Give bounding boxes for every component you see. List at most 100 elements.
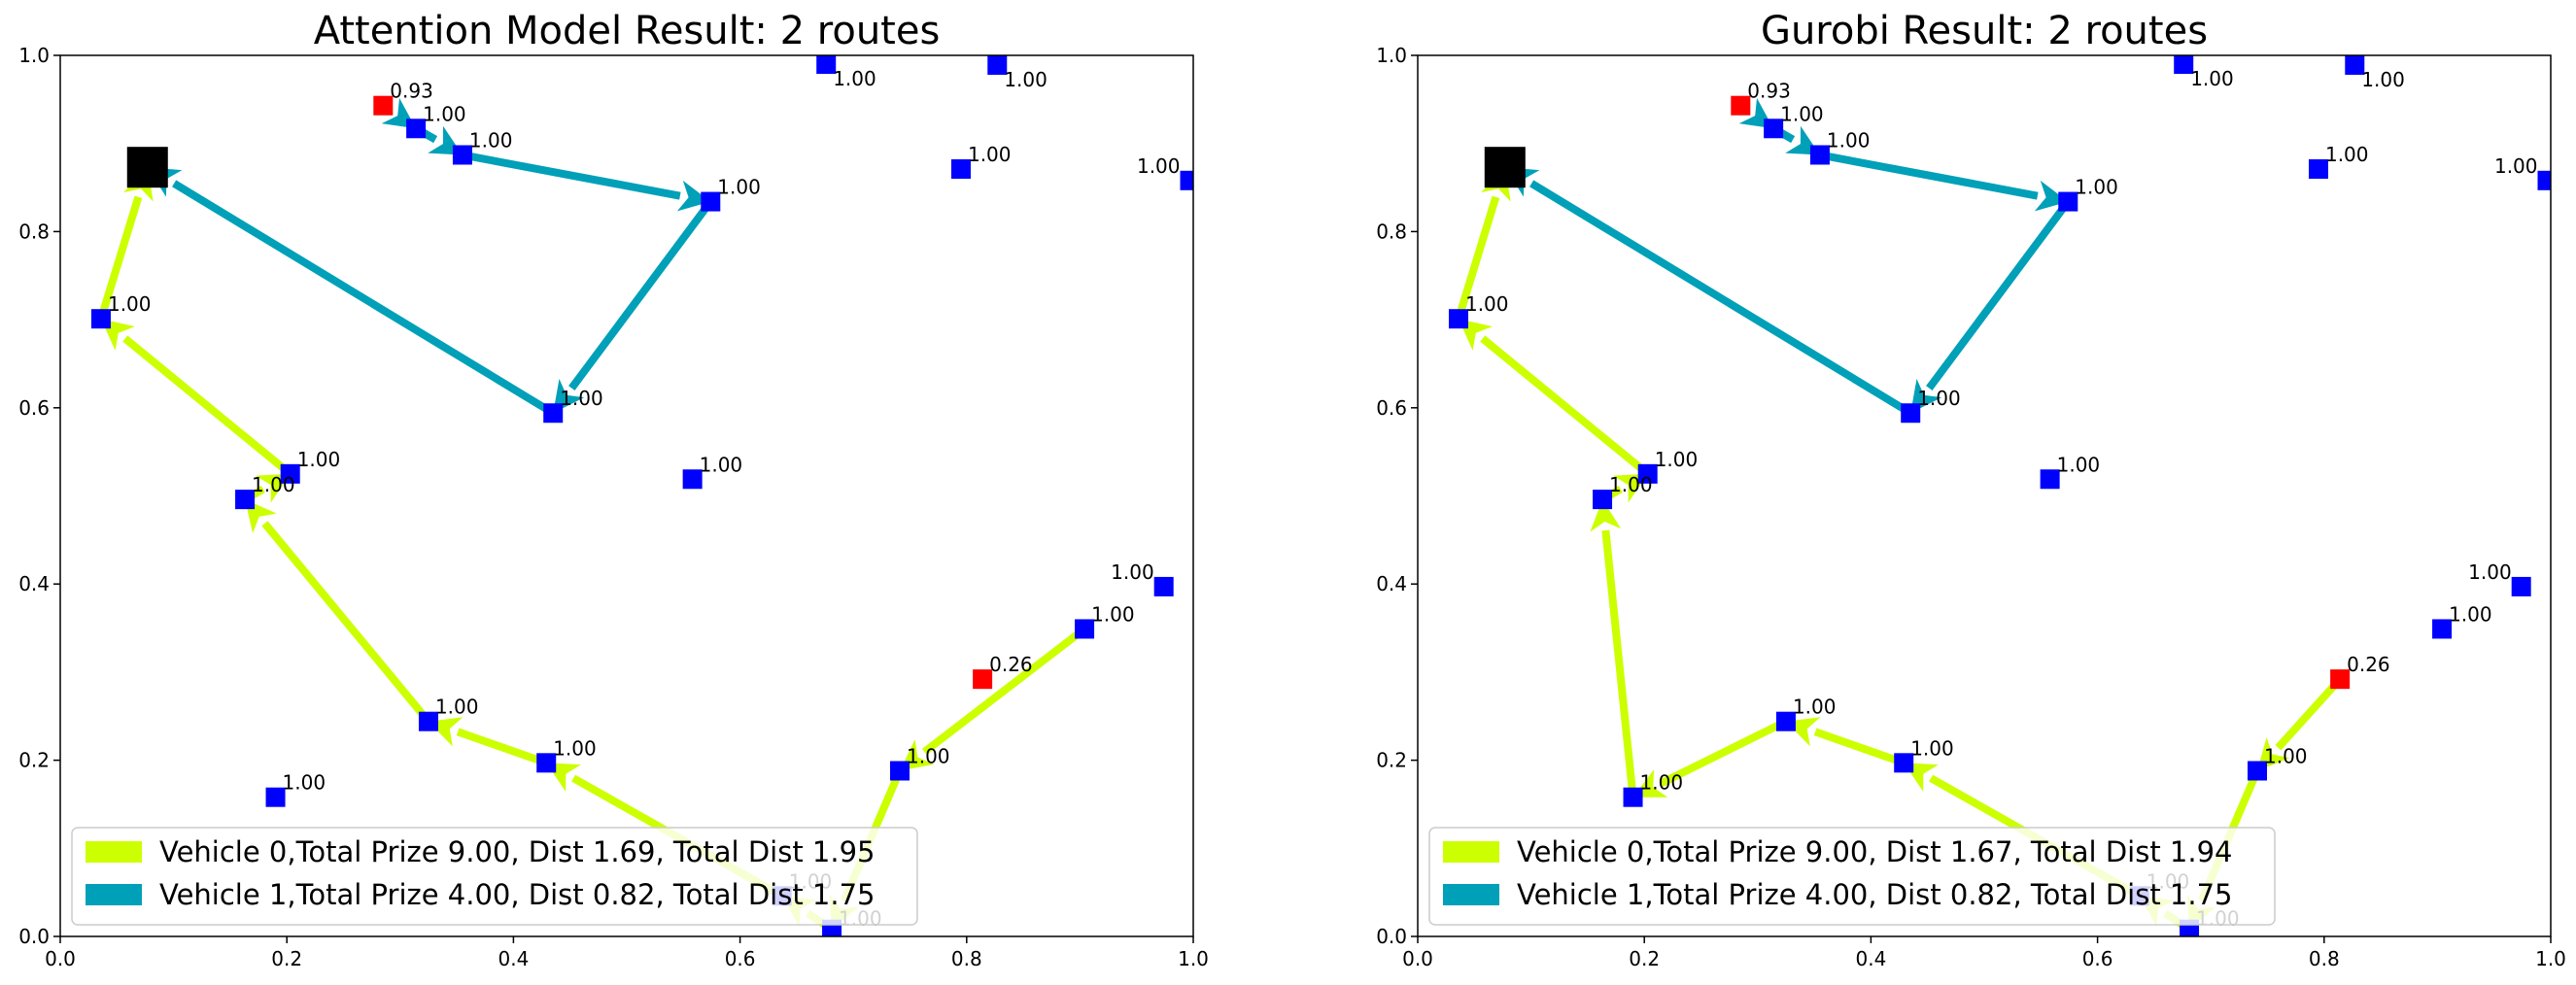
route-segment	[568, 199, 714, 391]
node-prize-label: 1.00	[1827, 128, 1871, 152]
node-marker	[2537, 170, 2551, 190]
y-tick-label: 1.0	[18, 44, 50, 67]
node-prize-label: 0.93	[1747, 80, 1791, 103]
node-marker	[1623, 787, 1643, 807]
route-segment	[1529, 180, 1913, 417]
node-prize-label: 1.00	[700, 453, 743, 476]
node-prize-label: 1.00	[2361, 68, 2405, 91]
legend-box	[1428, 827, 2276, 926]
node-prize-label: 1.00	[1910, 736, 1954, 760]
route-0	[97, 167, 1087, 934]
node-marker	[1809, 145, 1830, 165]
node-marker	[543, 403, 564, 424]
node-prize-label: 1.00	[560, 387, 603, 410]
legend-label: Vehicle 0,Total Prize 9.00, Dist 1.69, T…	[159, 835, 875, 868]
node-prize-label: 1.00	[553, 736, 597, 760]
node-marker	[235, 490, 256, 510]
axes-frame	[1417, 54, 2552, 937]
node-prize-label: 1.00	[1640, 771, 1684, 795]
node-prize-label: 1.00	[252, 473, 295, 496]
x-tick-label: 0.4	[498, 947, 529, 970]
node-marker	[973, 669, 993, 690]
y-tick-label: 0.8	[18, 220, 50, 243]
node-marker	[452, 145, 472, 165]
node-prize-label: 1.00	[1111, 560, 1154, 584]
node-marker	[890, 761, 910, 781]
node-marker	[1075, 619, 1095, 639]
route-segment	[1926, 199, 2072, 391]
node-prize-label: 0.93	[390, 80, 433, 103]
node-marker	[2511, 576, 2531, 596]
node-marker	[373, 95, 394, 116]
route-segment	[261, 521, 432, 725]
route-segment	[921, 626, 1087, 756]
y-tick-label: 0.2	[1376, 749, 1407, 772]
node-marker	[987, 55, 1008, 75]
legend: Vehicle 0,Total Prize 9.00, Dist 1.67, T…	[1428, 827, 2276, 926]
y-tick-label: 0.2	[18, 749, 50, 772]
node-prize-label: 1.00	[2190, 67, 2234, 90]
node-marker	[1153, 576, 1174, 596]
x-tick-label: 1.0	[2535, 947, 2566, 970]
node-marker	[701, 191, 721, 212]
legend-swatch	[1443, 841, 1499, 863]
node-prize-label: 1.00	[1004, 68, 1048, 91]
route-1	[147, 97, 714, 417]
x-tick-label: 0.6	[2082, 947, 2113, 970]
x-tick-label: 0.4	[1855, 947, 1886, 970]
x-tick-label: 0.6	[725, 947, 756, 970]
y-tick-label: 1.0	[1376, 44, 1407, 67]
node-prize-label: 1.00	[423, 102, 466, 125]
x-tick-label: 0.2	[271, 947, 302, 970]
legend-label: Vehicle 0,Total Prize 9.00, Dist 1.67, T…	[1517, 835, 2232, 868]
node-prize-label: 1.00	[1609, 473, 1653, 496]
chart-panel-1: Gurobi Result: 2 routes 0.0 0.2 0.4 0.6 0.8 1.…	[1376, 9, 2566, 970]
node-prize-label: 0.26	[989, 653, 1033, 676]
y-tick-label: 0.4	[1376, 572, 1407, 595]
node-marker	[816, 55, 837, 75]
legend-swatch	[1443, 884, 1499, 905]
node-prize-label: 1.00	[1465, 292, 1509, 316]
node-marker	[1764, 119, 1784, 139]
node-marker	[1894, 753, 1914, 773]
route-segment	[1813, 728, 1906, 767]
depot-marker	[126, 147, 168, 188]
node-marker	[265, 787, 286, 807]
node-prize-label: 1.00	[2057, 453, 2101, 476]
node-prize-label: 1.00	[2264, 744, 2308, 767]
x-tick-label: 0.0	[45, 947, 76, 970]
route-0	[1455, 167, 2344, 934]
node-prize-label: 1.00	[469, 128, 513, 152]
node-marker	[1637, 463, 1658, 484]
depot-marker	[1484, 147, 1526, 188]
node-prize-label: 1.00	[283, 771, 326, 795]
node-prize-label: 1.00	[2075, 176, 2118, 199]
node-marker	[2308, 159, 2328, 180]
legend-box	[71, 827, 918, 926]
legend: Vehicle 0,Total Prize 9.00, Dist 1.69, T…	[71, 827, 918, 926]
node-prize-label: 1.00	[435, 696, 479, 719]
node-prize-label: 1.00	[2325, 143, 2369, 166]
route-segment	[1480, 335, 1651, 477]
node-marker	[1775, 711, 1796, 731]
route-segment	[97, 195, 143, 321]
node-prize-label: 1.00	[1917, 387, 1961, 410]
node-prize-label: 1.00	[968, 143, 1012, 166]
x-tick-label: 0.2	[1629, 947, 1660, 970]
node-marker	[418, 711, 438, 731]
x-tick-label: 0.8	[2309, 947, 2340, 970]
y-tick-label: 0.6	[18, 396, 50, 420]
node-prize-label: 1.00	[1780, 102, 1824, 125]
node-prize-label: 1.00	[833, 67, 876, 90]
legend-swatch	[86, 884, 142, 905]
legend-swatch	[86, 841, 142, 863]
route-segment	[456, 728, 548, 767]
y-tick-label: 0.4	[18, 572, 50, 595]
node-marker	[1448, 309, 1468, 329]
node-prize-label: 1.00	[2449, 602, 2492, 626]
node-prize-label: 1.00	[717, 176, 761, 199]
x-tick-label: 0.0	[1402, 947, 1433, 970]
node-marker	[1901, 403, 1921, 424]
route-arrowhead	[1590, 499, 1622, 532]
node-prize-label: 1.00	[297, 448, 341, 471]
